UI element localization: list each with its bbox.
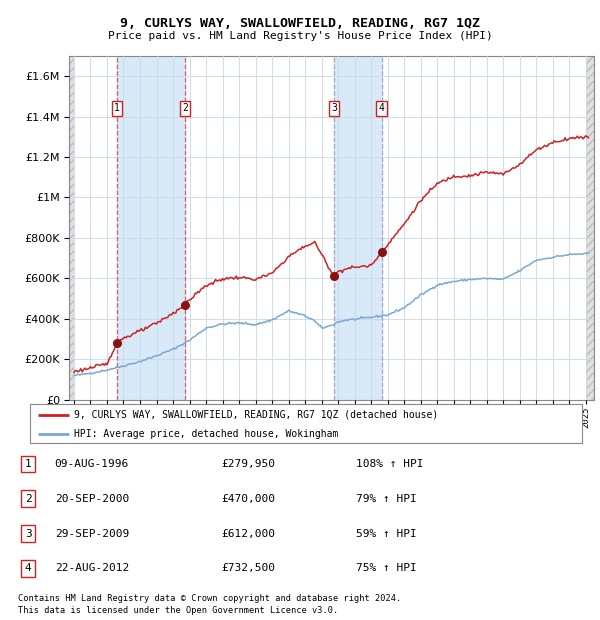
Text: 2: 2 (25, 494, 32, 503)
Text: 3: 3 (25, 529, 32, 539)
Text: 4: 4 (379, 104, 385, 113)
Text: Price paid vs. HM Land Registry's House Price Index (HPI): Price paid vs. HM Land Registry's House … (107, 31, 493, 41)
Text: 1: 1 (114, 104, 120, 113)
FancyBboxPatch shape (30, 404, 582, 443)
Text: 29-SEP-2009: 29-SEP-2009 (55, 529, 129, 539)
Text: 1: 1 (25, 459, 32, 469)
Text: 59% ↑ HPI: 59% ↑ HPI (356, 529, 417, 539)
Text: 2: 2 (182, 104, 188, 113)
Bar (334, 56, 382, 400)
Text: HPI: Average price, detached house, Wokingham: HPI: Average price, detached house, Woki… (74, 428, 338, 438)
Text: 4: 4 (25, 564, 32, 574)
Text: 9, CURLYS WAY, SWALLOWFIELD, READING, RG7 1QZ (detached house): 9, CURLYS WAY, SWALLOWFIELD, READING, RG… (74, 410, 439, 420)
Text: 20-SEP-2000: 20-SEP-2000 (55, 494, 129, 503)
Text: £470,000: £470,000 (221, 494, 275, 503)
Text: 79% ↑ HPI: 79% ↑ HPI (356, 494, 417, 503)
Text: 3: 3 (331, 104, 337, 113)
Text: This data is licensed under the Open Government Licence v3.0.: This data is licensed under the Open Gov… (18, 606, 338, 614)
Text: 22-AUG-2012: 22-AUG-2012 (55, 564, 129, 574)
Text: 9, CURLYS WAY, SWALLOWFIELD, READING, RG7 1QZ: 9, CURLYS WAY, SWALLOWFIELD, READING, RG… (120, 17, 480, 30)
Bar (586, 56, 594, 400)
Text: £612,000: £612,000 (221, 529, 275, 539)
Bar (69, 56, 74, 400)
Bar (69, 56, 74, 400)
Bar (117, 56, 185, 400)
Text: £279,950: £279,950 (221, 459, 275, 469)
Text: Contains HM Land Registry data © Crown copyright and database right 2024.: Contains HM Land Registry data © Crown c… (18, 595, 401, 603)
Text: 108% ↑ HPI: 108% ↑ HPI (356, 459, 424, 469)
Text: 09-AUG-1996: 09-AUG-1996 (55, 459, 129, 469)
Text: 75% ↑ HPI: 75% ↑ HPI (356, 564, 417, 574)
Bar (586, 56, 594, 400)
Text: £732,500: £732,500 (221, 564, 275, 574)
